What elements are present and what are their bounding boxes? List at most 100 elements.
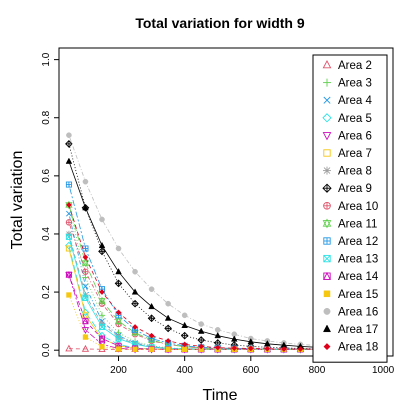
data-point (198, 321, 205, 327)
data-point (247, 338, 255, 345)
data-point (181, 341, 188, 348)
legend-item: Area 15 (323, 289, 378, 301)
data-point (214, 331, 222, 339)
data-point (115, 245, 122, 252)
legend-marker (322, 324, 332, 333)
legend-label: Area 2 (338, 60, 372, 72)
data-point (98, 247, 106, 256)
data-point (165, 300, 171, 307)
data-point (214, 327, 221, 333)
axes-layer: 200 400 600 800 1000 0.0 0.2 0.4 0.6 0.8 1.0 (41, 52, 395, 376)
legend-item: Area 7 (323, 148, 372, 160)
data-point (264, 345, 271, 352)
legend-label: Area 4 (338, 95, 372, 107)
y-axis-label: Total variation (9, 151, 26, 250)
legend-marker (322, 218, 332, 229)
legend-label: Area 12 (338, 236, 378, 248)
legend-item: Area 9 (322, 183, 372, 195)
legend-marker (322, 183, 332, 193)
data-point (99, 216, 105, 223)
data-point (197, 327, 205, 334)
legend-item: Area 18 (323, 342, 378, 354)
legend-marker (323, 78, 331, 87)
legend-label: Area 17 (338, 324, 378, 336)
legend-label: Area 18 (338, 342, 378, 354)
legend-marker (322, 113, 332, 123)
x-tick-label: 200 (110, 365, 127, 376)
legend-item: Area 14 (323, 271, 379, 283)
legend-label: Area 3 (338, 78, 372, 90)
data-point (132, 268, 138, 275)
legend-marker (323, 237, 331, 245)
data-point (148, 332, 155, 339)
data-point (99, 344, 105, 350)
data-point (147, 314, 156, 323)
legend-item: Area 17 (322, 324, 378, 336)
data-point (82, 274, 89, 281)
legend-marker (323, 166, 331, 175)
legend-label: Area 5 (338, 113, 372, 125)
data-point (98, 312, 106, 319)
series-line (68, 222, 384, 350)
data-point (115, 268, 122, 275)
legend-marker (323, 271, 331, 280)
data-point (65, 344, 73, 352)
data-point (82, 178, 89, 185)
legend-label: Area 9 (338, 183, 372, 195)
legend-marker (323, 307, 331, 315)
legend-item: Area 10 (323, 201, 378, 213)
data-point (82, 283, 89, 290)
data-point (65, 233, 72, 240)
y-tick-label: 0.0 (41, 343, 52, 357)
data-point (148, 302, 155, 310)
data-point (81, 327, 90, 335)
data-point (115, 346, 122, 352)
data-point (98, 323, 106, 330)
x-tick-label: 400 (176, 365, 193, 376)
legend-label: Area 14 (338, 271, 379, 283)
legend-marker (322, 60, 332, 69)
data-point (66, 292, 72, 298)
data-point (66, 201, 72, 208)
data-point (98, 241, 106, 249)
y-tick-label: 0.6 (41, 168, 52, 182)
data-point (81, 258, 90, 268)
data-point (65, 140, 73, 148)
data-point (181, 312, 188, 319)
data-point (81, 344, 90, 352)
data-point (131, 299, 139, 308)
data-point (66, 210, 72, 217)
data-point (231, 345, 238, 352)
data-point (115, 335, 122, 342)
legend-label: Area 15 (338, 289, 378, 301)
data-point (82, 204, 89, 211)
data-point (65, 245, 72, 252)
y-tick-label: 0.4 (41, 227, 52, 241)
legend-label: Area 10 (338, 201, 378, 213)
data-point (148, 286, 155, 292)
data-point (214, 344, 221, 351)
data-point (132, 324, 138, 330)
legend-item: Area 5 (322, 113, 372, 125)
data-point (82, 317, 89, 325)
legend-marker (322, 132, 332, 141)
x-tick-label: 800 (309, 365, 326, 376)
data-point (131, 288, 139, 295)
data-point (247, 345, 254, 352)
data-point (65, 271, 73, 278)
data-point (197, 336, 206, 344)
legend-marker (323, 149, 331, 157)
y-tick-label: 0.8 (41, 110, 52, 124)
legend-item: Area 11 (322, 218, 377, 230)
data-point (165, 346, 171, 352)
data-point (164, 314, 172, 321)
x-tick-label: 1000 (372, 365, 395, 376)
data-point (65, 157, 73, 164)
data-point (180, 331, 189, 340)
y-tick-label: 0.2 (41, 285, 52, 299)
data-point (198, 343, 205, 350)
x-tick-label: 600 (242, 365, 259, 376)
legend-marker (323, 343, 331, 351)
legend-marker (323, 201, 331, 210)
